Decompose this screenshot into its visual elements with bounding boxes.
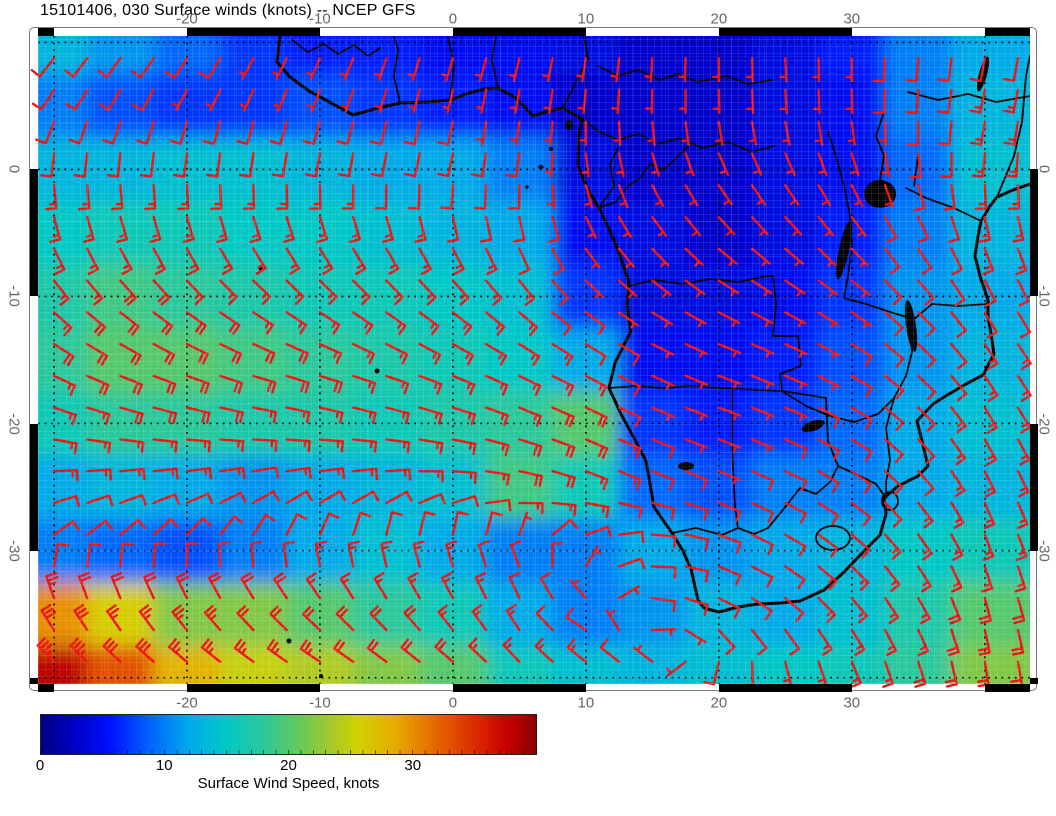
- right-axis-tick-label: -10: [1035, 285, 1053, 308]
- top-axis-tick-label: -20: [176, 10, 198, 28]
- top-axis-tick-label: 20: [710, 10, 728, 28]
- colorbar-caption: Surface Wind Speed, knots: [197, 775, 380, 792]
- left-axis-bar-segment: [30, 423, 38, 551]
- top-axis-bar-segment: [452, 28, 586, 36]
- left-axis-tick-label: -20: [5, 412, 23, 435]
- colorbar-tick-marks: [40, 750, 537, 754]
- top-axis-bar-segment: [984, 28, 1030, 36]
- bottom-axis-bar-segment: [38, 684, 54, 692]
- top-axis-tick-label: -10: [309, 10, 331, 28]
- right-axis-bar-segment: [1030, 423, 1038, 551]
- top-axis-bar-segment: [718, 28, 852, 36]
- bottom-axis-tick-label: -20: [176, 694, 198, 712]
- bottom-axis-bar-segment: [452, 684, 586, 692]
- bottom-axis-tick-label: 0: [448, 694, 458, 712]
- top-axis-tick-label: 10: [577, 10, 595, 28]
- left-axis-bar-segment: [30, 169, 38, 297]
- colorbar: [40, 714, 537, 755]
- right-axis-tick-label: -30: [1035, 539, 1053, 562]
- left-axis-tick-label: -10: [5, 285, 23, 308]
- top-axis-tick-label: 30: [843, 10, 861, 28]
- colorbar-tick-label: 20: [280, 757, 297, 774]
- left-axis-bar-segment: [30, 677, 38, 684]
- bottom-axis-bar-segment: [186, 684, 320, 692]
- plot-title: 15101406, 030 Surface winds (knots) -- N…: [40, 2, 416, 19]
- bottom-axis-tick-label: 30: [843, 694, 861, 712]
- colorbar-tick-label: 0: [35, 757, 45, 774]
- bottom-axis-tick-label: -10: [309, 694, 331, 712]
- top-axis-bar-segment: [38, 28, 54, 36]
- bottom-axis-tick-label: 20: [710, 694, 728, 712]
- left-axis-tick-label: -30: [5, 539, 23, 562]
- top-axis-tick-label: 0: [448, 10, 458, 28]
- right-axis-bar-segment: [1030, 169, 1038, 297]
- right-axis-bar-segment: [1030, 677, 1038, 684]
- left-axis-tick-label: 0: [5, 165, 23, 174]
- colorbar-tick-label: 30: [404, 757, 422, 774]
- map-plot-area: [38, 36, 1030, 684]
- bottom-axis-tick-label: 10: [577, 694, 595, 712]
- bottom-axis-bar-segment: [984, 684, 1030, 692]
- top-axis-bar-segment: [186, 28, 320, 36]
- colorbar-tick-label: 10: [155, 757, 173, 774]
- right-axis-tick-label: 0: [1035, 165, 1053, 174]
- right-axis-tick-label: -20: [1035, 412, 1053, 435]
- bottom-axis-bar-segment: [718, 684, 852, 692]
